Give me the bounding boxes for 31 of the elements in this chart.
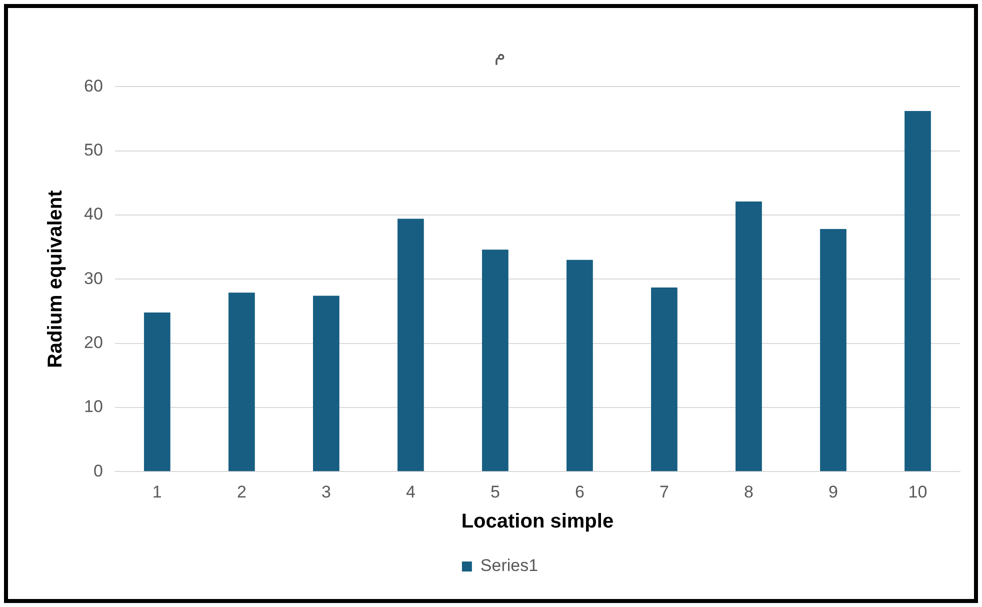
y-tick-label: 10 bbox=[84, 397, 103, 416]
bar bbox=[482, 250, 508, 472]
y-tick-label: 60 bbox=[84, 76, 103, 96]
bar bbox=[313, 296, 340, 472]
bar bbox=[144, 312, 170, 472]
bar bbox=[566, 260, 593, 472]
x-tick-label: 5 bbox=[490, 482, 500, 502]
x-tick-label: 10 bbox=[908, 482, 928, 502]
x-tick-label: 7 bbox=[659, 482, 669, 502]
x-tick-label: 4 bbox=[406, 482, 416, 502]
x-axis-title: Location simple bbox=[461, 510, 614, 533]
x-tick-label: 2 bbox=[236, 482, 246, 502]
y-tick-label: 30 bbox=[84, 268, 103, 288]
x-tick-label: 1 bbox=[152, 482, 162, 502]
chart-title: م bbox=[494, 44, 506, 66]
x-tick-label: 9 bbox=[828, 482, 838, 502]
bar bbox=[904, 110, 931, 472]
y-tick-label: 50 bbox=[84, 140, 103, 160]
y-tick-label: 20 bbox=[84, 332, 103, 352]
y-tick-label: 40 bbox=[84, 204, 103, 224]
bar bbox=[651, 287, 678, 472]
bar bbox=[228, 292, 255, 472]
legend-label: Series1 bbox=[480, 556, 538, 576]
bar bbox=[820, 229, 846, 472]
y-tick-label: 0 bbox=[93, 461, 103, 480]
x-tick-label: 6 bbox=[574, 482, 584, 502]
y-axis-title: Radium equivalent bbox=[44, 190, 67, 368]
x-tick-label: 3 bbox=[321, 482, 331, 502]
bar bbox=[736, 201, 762, 472]
bar bbox=[398, 218, 424, 472]
x-tick-label: 8 bbox=[744, 482, 754, 502]
